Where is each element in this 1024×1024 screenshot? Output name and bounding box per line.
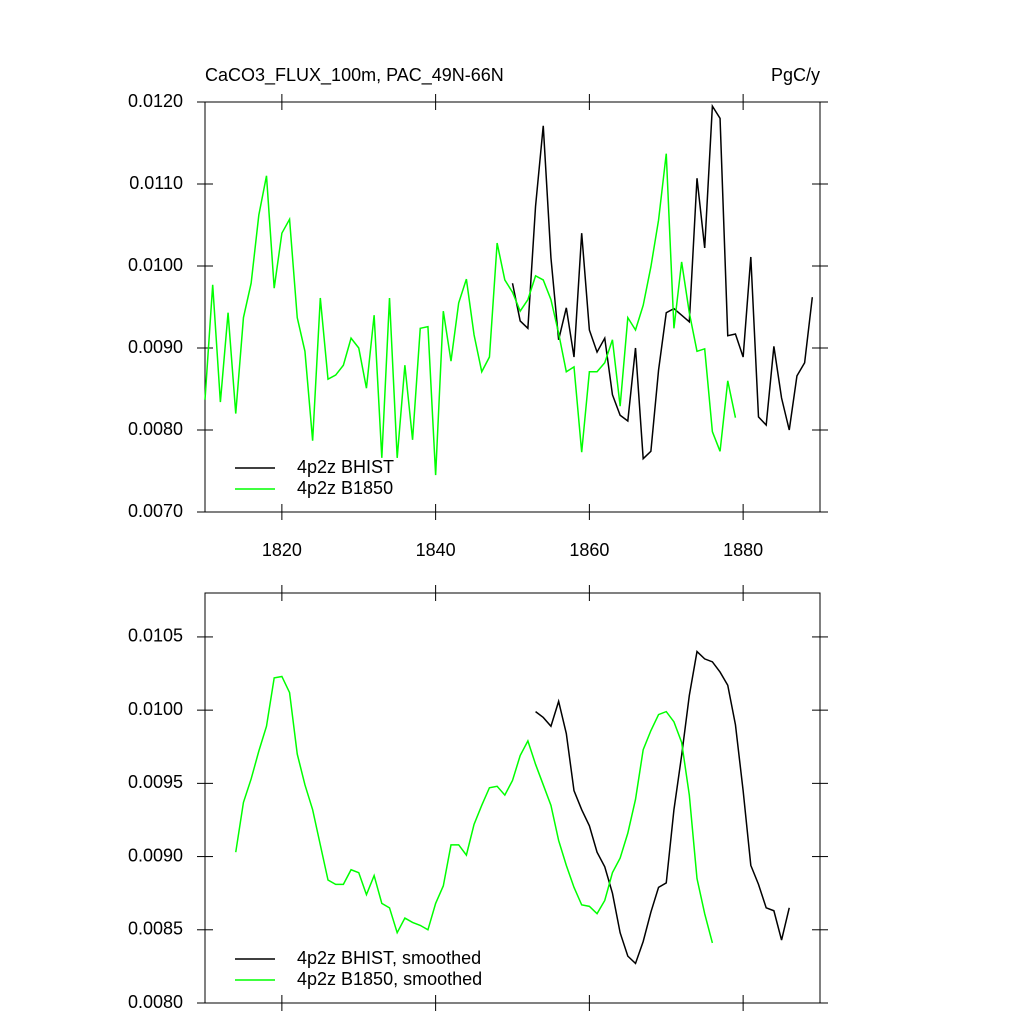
series-line bbox=[235, 675, 714, 944]
y-tick-label: 0.0070 bbox=[128, 501, 183, 521]
plot-frame bbox=[204, 592, 821, 1004]
series-line bbox=[535, 650, 790, 965]
legend-label: 4p2z B1850, smoothed bbox=[297, 969, 482, 989]
chart-title: CaCO3_FLUX_100m, PAC_49N-66N bbox=[205, 65, 504, 86]
units-label: PgC/y bbox=[771, 65, 820, 85]
x-tick-label: 1880 bbox=[723, 540, 763, 560]
x-tick-label: 1860 bbox=[569, 540, 609, 560]
y-tick-label: 0.0085 bbox=[128, 919, 183, 939]
y-tick-label: 0.0095 bbox=[128, 772, 183, 792]
legend-label: 4p2z B1850 bbox=[297, 478, 393, 498]
y-tick-label: 0.0080 bbox=[128, 419, 183, 439]
series-line bbox=[511, 103, 814, 461]
series-line bbox=[204, 153, 737, 476]
y-tick-label: 0.0090 bbox=[128, 845, 183, 865]
y-tick-label: 0.0090 bbox=[128, 337, 183, 357]
y-tick-label: 0.0100 bbox=[128, 255, 183, 275]
y-tick-label: 0.0080 bbox=[128, 992, 183, 1012]
x-tick-label: 1820 bbox=[262, 540, 302, 560]
y-tick-label: 0.0100 bbox=[128, 699, 183, 719]
legend-label: 4p2z BHIST, smoothed bbox=[297, 948, 481, 968]
plot-frame bbox=[204, 101, 821, 513]
y-tick-label: 0.0110 bbox=[129, 173, 183, 193]
y-tick-label: 0.0120 bbox=[128, 91, 183, 111]
y-tick-label: 0.0105 bbox=[128, 626, 183, 646]
x-tick-label: 1840 bbox=[416, 540, 456, 560]
legend-label: 4p2z BHIST bbox=[297, 457, 394, 477]
